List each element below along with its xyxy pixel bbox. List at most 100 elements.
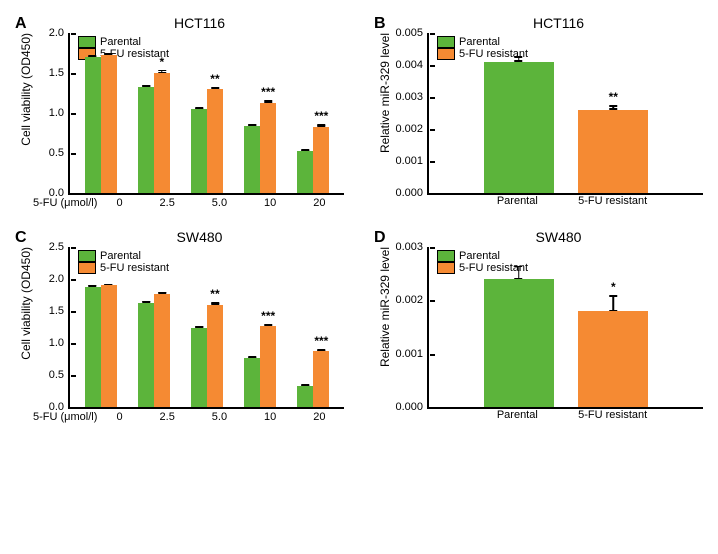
- significance-marker: ***: [261, 310, 275, 322]
- panel-c-label: C: [15, 229, 27, 247]
- xtick: 0: [116, 197, 122, 209]
- bar-group: *: [138, 33, 170, 193]
- ytick: 0.001: [395, 155, 429, 167]
- bar: [484, 279, 554, 407]
- panel-c-plot: Parental 5-FU resistant 0.00.51.01.52.02…: [68, 247, 344, 409]
- xtick: 20: [313, 197, 325, 209]
- panel-d-xticks: Parental 5-FU resistant: [427, 409, 703, 421]
- significance-marker: *: [159, 56, 164, 68]
- bar-parental: [297, 386, 313, 407]
- bar-resistant: ***: [260, 326, 276, 407]
- bar-group: **: [191, 33, 223, 193]
- panel-a-ylabel: Cell viability (OD450): [15, 33, 33, 146]
- xtick: 20: [313, 411, 325, 423]
- ytick: 0.004: [395, 59, 429, 71]
- ytick: 0.003: [395, 91, 429, 103]
- bar-parental: [85, 57, 101, 193]
- bar-resistant: **: [207, 305, 223, 407]
- significance-marker: ***: [314, 335, 328, 347]
- ytick: 0.005: [395, 27, 429, 39]
- xtick: 10: [264, 197, 276, 209]
- panel-b-xticks: Parental 5-FU resistant: [427, 195, 703, 207]
- legend-swatch-parental: [437, 36, 455, 48]
- xtick: 10: [264, 411, 276, 423]
- bar-group: [85, 33, 117, 193]
- bar-parental: [191, 109, 207, 193]
- xtick: 5-FU resistant: [578, 195, 648, 207]
- bar-parental: [138, 303, 154, 407]
- xtick: Parental: [482, 195, 552, 207]
- panel-a-label: A: [15, 15, 27, 33]
- ytick: 0.0: [49, 401, 70, 413]
- bar-resistant: **: [207, 89, 223, 193]
- bar: [484, 62, 554, 193]
- bar-group: ***: [244, 247, 276, 407]
- panel-c-title: SW480: [55, 229, 344, 245]
- significance-marker: *: [611, 281, 616, 293]
- panel-c: C SW480 Cell viability (OD450) Parental …: [15, 229, 344, 423]
- panel-b-ylabel: Relative miR-329 level: [374, 33, 392, 153]
- ytick: 0.000: [395, 401, 429, 413]
- panel-b: B HCT116 Relative miR-329 level Parental…: [374, 15, 703, 209]
- panel-d-plot: Parental 5-FU resistant 0.0000.0010.0020…: [427, 247, 703, 409]
- significance-marker: **: [609, 91, 618, 103]
- ytick: 0.001: [395, 348, 429, 360]
- bar-group: ***: [297, 33, 329, 193]
- bar-resistant: *: [154, 73, 170, 193]
- bar-parental: [191, 328, 207, 407]
- panel-d-label: D: [374, 229, 386, 247]
- bar-group: ***: [244, 33, 276, 193]
- bar: *: [578, 311, 648, 407]
- ytick: 1.0: [49, 337, 70, 349]
- ytick: 0.0: [49, 187, 70, 199]
- significance-marker: ***: [314, 110, 328, 122]
- figure-grid: A HCT116 Cell viability (OD450) Parental…: [15, 15, 703, 423]
- bar: **: [578, 110, 648, 193]
- panel-b-title: HCT116: [414, 15, 703, 31]
- legend-parental-label: Parental: [459, 36, 500, 48]
- bar-resistant: ***: [260, 103, 276, 193]
- ytick: 1.5: [49, 67, 70, 79]
- bar-resistant: ***: [313, 127, 329, 193]
- ytick: 0.5: [49, 369, 70, 381]
- ytick: 0.000: [395, 187, 429, 199]
- ytick: 0.002: [395, 294, 429, 306]
- panel-d-ylabel: Relative miR-329 level: [374, 247, 392, 367]
- bar-parental: [138, 87, 154, 193]
- bar-group: **: [191, 247, 223, 407]
- bar-parental: [244, 358, 260, 407]
- ytick: 1.5: [49, 305, 70, 317]
- panel-a-plot: Parental 5-FU resistant 0.00.51.01.52.0*…: [68, 33, 344, 195]
- ytick: 0.5: [49, 147, 70, 159]
- panel-b-plot: Parental 5-FU resistant 0.0000.0010.0020…: [427, 33, 703, 195]
- xtick: 5-FU resistant: [578, 409, 648, 421]
- bar-parental: [244, 126, 260, 193]
- bar-resistant: [101, 285, 117, 407]
- ytick: 1.0: [49, 107, 70, 119]
- bar-group: [85, 247, 117, 407]
- panel-c-xticks: 02.55.01020: [98, 411, 344, 423]
- xtick: Parental: [482, 409, 552, 421]
- legend-swatch-resistant: [437, 262, 455, 274]
- panel-a-xticks: 02.55.01020: [98, 197, 344, 209]
- panel-d-title: SW480: [414, 229, 703, 245]
- panel-a-title: HCT116: [55, 15, 344, 31]
- ytick: 2.0: [49, 27, 70, 39]
- panel-a: A HCT116 Cell viability (OD450) Parental…: [15, 15, 344, 209]
- legend-parental-label: Parental: [459, 250, 500, 262]
- ytick: 0.003: [395, 241, 429, 253]
- bar-resistant: ***: [313, 351, 329, 407]
- xtick: 5.0: [212, 411, 227, 423]
- panel-d: D SW480 Relative miR-329 level Parental …: [374, 229, 703, 423]
- legend-swatch-parental: [437, 250, 455, 262]
- bar-group: [138, 247, 170, 407]
- legend-swatch-resistant: [437, 48, 455, 60]
- panel-c-ylabel: Cell viability (OD450): [15, 247, 33, 360]
- significance-marker: ***: [261, 86, 275, 98]
- significance-marker: **: [210, 73, 219, 85]
- xtick: 2.5: [160, 197, 175, 209]
- bar-resistant: [154, 294, 170, 407]
- panel-d-legend: Parental 5-FU resistant: [437, 250, 528, 274]
- xtick: 0: [116, 411, 122, 423]
- ytick: 2.5: [49, 241, 70, 253]
